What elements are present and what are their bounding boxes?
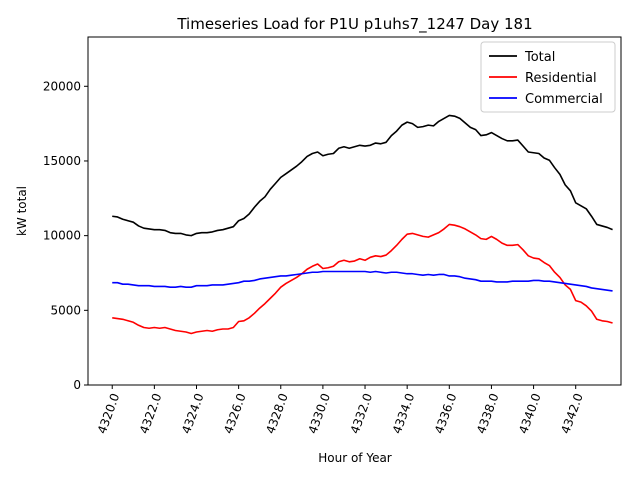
series-line-commercial [112, 270, 613, 292]
series-line-total [112, 114, 613, 237]
legend-label-residential: Residential [525, 71, 597, 86]
legend-label-total: Total [524, 50, 555, 65]
legend: Total Residential Commercial [480, 41, 616, 113]
legend-label-commercial: Commercial [525, 92, 603, 107]
plot-lines [112, 114, 613, 335]
legend-box [480, 41, 616, 113]
y-tick-label: 20000 [43, 79, 81, 93]
y-tick-label: 10000 [43, 229, 81, 243]
series-line-residential [112, 223, 613, 335]
y-tick-label: 5000 [50, 303, 81, 317]
y-axis-label: kW total [15, 186, 29, 236]
plot-frame [87, 36, 622, 386]
chart-title: Timeseries Load for P1U p1uhs7_1247 Day … [176, 15, 532, 34]
y-tick-label: 0 [73, 378, 81, 392]
y-tick-label: 15000 [43, 154, 81, 168]
x-axis-label: Hour of Year [318, 451, 392, 465]
